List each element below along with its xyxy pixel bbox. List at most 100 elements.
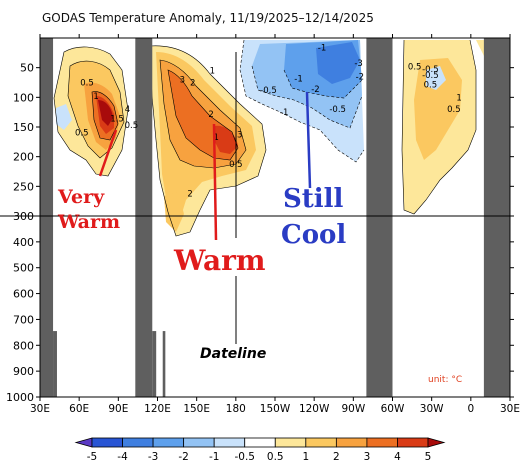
x-tick-label: 0 — [467, 403, 474, 415]
x-tick-label: 150E — [183, 403, 210, 415]
cool-area-east-3 — [316, 42, 360, 84]
x-tick-label: 90W — [341, 403, 365, 415]
contour-label: 0.5 — [80, 79, 94, 89]
contour-label: 2 — [190, 79, 195, 89]
colorbar-swatch — [335, 437, 368, 448]
warm-annotation: Warm — [173, 244, 266, 277]
colorbar-label: 0.5 — [267, 451, 284, 463]
colorbar-swatch — [397, 437, 429, 448]
land-mask — [40, 38, 54, 397]
x-axis: 30E 60E 90E 120E 150E 180 150W 120W 90W 60W 30W 0 30… — [30, 34, 520, 415]
contour-labels: 0.510.541.50.53212130.52-0.5-1-2-1-0.5-1… — [75, 43, 462, 199]
dateline-annotation: Dateline — [200, 346, 266, 362]
land-mask — [366, 38, 393, 397]
warm-area-central-4 — [214, 125, 238, 154]
x-tick-label: 60E — [69, 403, 89, 415]
very-warm-annotation-line1: Very — [57, 186, 105, 208]
y-tick-label: 150 — [13, 121, 34, 134]
colorbar-arrow-low — [74, 437, 93, 448]
y-tick-label: 900 — [13, 365, 34, 378]
contour-label: 0.5 — [75, 128, 89, 138]
contour-label: -1 — [280, 108, 288, 118]
contour-label: 0.5 — [408, 62, 422, 72]
contour-label: 3 — [180, 76, 185, 86]
contour-label: -1 — [318, 43, 326, 53]
x-tick-label: 60W — [381, 403, 405, 415]
y-tick-label: 1000 — [6, 391, 34, 404]
y-tick-label: 600 — [13, 288, 34, 301]
land-mask-deep — [152, 331, 157, 397]
contour-label: 1 — [456, 93, 461, 103]
colorbar-label: 1 — [302, 451, 309, 463]
units-label: unit: °C — [428, 375, 462, 385]
land-mask-deep — [162, 331, 166, 397]
colorbar-swatch — [213, 437, 246, 448]
colorbar-arrow-high — [427, 437, 446, 448]
contour-label: -2 — [311, 85, 319, 95]
y-tick-label: 500 — [13, 262, 34, 275]
x-tick-label: 30E — [500, 403, 520, 415]
colorbar-label: -2 — [178, 451, 188, 463]
colorbar-swatch — [152, 437, 185, 448]
contour-label: 4 — [125, 105, 130, 115]
land-mask-deep — [53, 331, 57, 397]
y-tick-label: 50 — [20, 62, 34, 75]
land-masks — [40, 38, 510, 397]
colorbar-swatch — [91, 437, 123, 448]
warm-patch-deep — [164, 192, 184, 232]
y-tick-label: 800 — [13, 339, 34, 352]
colorbar: -5 -4 -3 -2 -1 -0.5 0.5 1 2 3 4 5 — [74, 437, 446, 463]
y-tick-label: 200 — [13, 151, 34, 164]
y-tick-label: 700 — [13, 313, 34, 326]
colorbar-label: -3 — [148, 451, 158, 463]
contour-label: -0.5 — [329, 105, 346, 115]
x-tick-label: 30E — [30, 403, 50, 415]
contour-label: 3 — [237, 131, 242, 141]
colorbar-label: 4 — [394, 451, 401, 463]
contour-label: -3 — [354, 59, 362, 69]
y-tick-label: 400 — [13, 236, 34, 249]
contour-label: 1 — [214, 133, 219, 143]
y-tick-label: 250 — [13, 180, 34, 193]
x-tick-label: 120W — [299, 403, 330, 415]
contour-label: -0.5 — [422, 65, 439, 75]
warm-pointer — [212, 123, 218, 241]
very-warm-pointer — [98, 129, 118, 177]
cool-patch-io — [56, 104, 72, 130]
colorbar-label: -5 — [87, 451, 97, 463]
contour-label: 1 — [93, 92, 98, 102]
colorbar-swatch — [366, 437, 398, 448]
contour-label: 0.5 — [447, 105, 461, 115]
contour-label: -1 — [294, 74, 302, 84]
contour-label: 1 — [210, 67, 215, 77]
contour-label: 0.5 — [125, 121, 139, 131]
still-cool-pointer — [305, 91, 312, 189]
colorbar-swatch — [244, 437, 276, 448]
x-tick-label: 150W — [260, 403, 291, 415]
contour-label: -0.5 — [260, 86, 277, 96]
colorbar-swatch — [274, 437, 307, 448]
x-tick-label: 90E — [108, 403, 128, 415]
x-tick-label: 180 — [226, 403, 246, 415]
colorbar-label: -4 — [117, 451, 128, 463]
x-tick-label: 120E — [144, 403, 171, 415]
land-mask — [483, 38, 510, 397]
chart-title: GODAS Temperature Anomaly, 11/19/2025–12… — [42, 11, 374, 25]
colorbar-label: -0.5 — [234, 451, 255, 463]
anomaly-field — [40, 38, 510, 397]
warm-area-west-5 — [98, 100, 113, 126]
land-mask — [135, 38, 153, 397]
still-cool-annotation-line1: Still — [283, 184, 344, 214]
x-tick-label: 30W — [420, 403, 444, 415]
colorbar-swatch — [122, 437, 154, 448]
contour-label: -0.5 — [422, 71, 439, 81]
colorbar-label: 2 — [333, 451, 340, 463]
colorbar-label: -1 — [209, 451, 219, 463]
colorbar-swatch — [183, 437, 215, 448]
contour-label: 2 — [208, 110, 213, 120]
contour-label: 2 — [187, 189, 192, 199]
contour-label: -2 — [356, 73, 364, 83]
still-cool-annotation-line2: Cool — [281, 220, 346, 250]
